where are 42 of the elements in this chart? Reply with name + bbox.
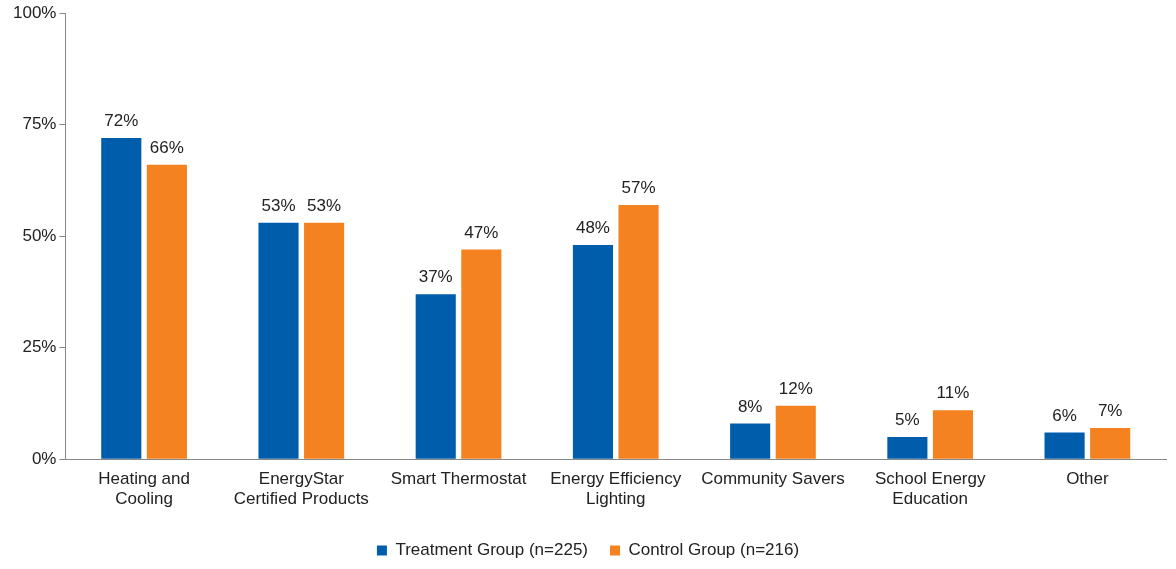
bar bbox=[304, 222, 345, 459]
y-tick-label: 25% bbox=[22, 337, 57, 357]
bar bbox=[1090, 427, 1131, 459]
data-label: 12% bbox=[778, 378, 813, 398]
data-label: 66% bbox=[149, 138, 184, 158]
y-tick-label: 100% bbox=[13, 2, 57, 22]
y-tick-label: 0% bbox=[31, 448, 57, 468]
bar bbox=[932, 410, 974, 459]
data-label: 53% bbox=[261, 196, 296, 216]
y-tick-label: 50% bbox=[22, 225, 57, 245]
bar bbox=[618, 204, 659, 459]
bar bbox=[258, 222, 299, 459]
x-tick-label: Smart Thermostat bbox=[390, 469, 527, 489]
x-tick-label: School Energy Education bbox=[874, 469, 986, 509]
data-label: 72% bbox=[104, 111, 139, 131]
bar bbox=[146, 164, 187, 459]
data-label: 5% bbox=[895, 410, 920, 430]
data-label: 6% bbox=[1052, 405, 1077, 425]
x-tick-label: EnergyStar Certified Products bbox=[233, 469, 369, 509]
x-tick-label: Other bbox=[1066, 469, 1109, 489]
data-label: 11% bbox=[936, 383, 970, 403]
legend-label: Treatment Group (n=225) bbox=[395, 540, 589, 560]
data-label: 48% bbox=[575, 218, 610, 238]
bar bbox=[101, 138, 142, 459]
x-tick-label: Community Savers bbox=[701, 469, 845, 489]
data-label: 8% bbox=[737, 396, 763, 416]
y-tick-label: 75% bbox=[22, 114, 57, 134]
bar bbox=[730, 423, 771, 459]
bar bbox=[461, 249, 502, 459]
data-label: 47% bbox=[464, 222, 499, 242]
data-label: 7% bbox=[1097, 401, 1123, 421]
data-label: 53% bbox=[307, 196, 342, 216]
data-label: 37% bbox=[418, 267, 453, 287]
bar bbox=[775, 405, 816, 459]
bar bbox=[415, 294, 456, 459]
x-tick-label: Heating and Cooling bbox=[98, 469, 190, 509]
bar bbox=[887, 436, 928, 459]
data-label: 57% bbox=[621, 178, 656, 198]
x-tick-label: Energy Efficiency Lighting bbox=[550, 469, 682, 509]
bar bbox=[1044, 432, 1085, 459]
bar bbox=[572, 245, 613, 459]
legend-label: Control Group (n=216) bbox=[628, 540, 800, 560]
